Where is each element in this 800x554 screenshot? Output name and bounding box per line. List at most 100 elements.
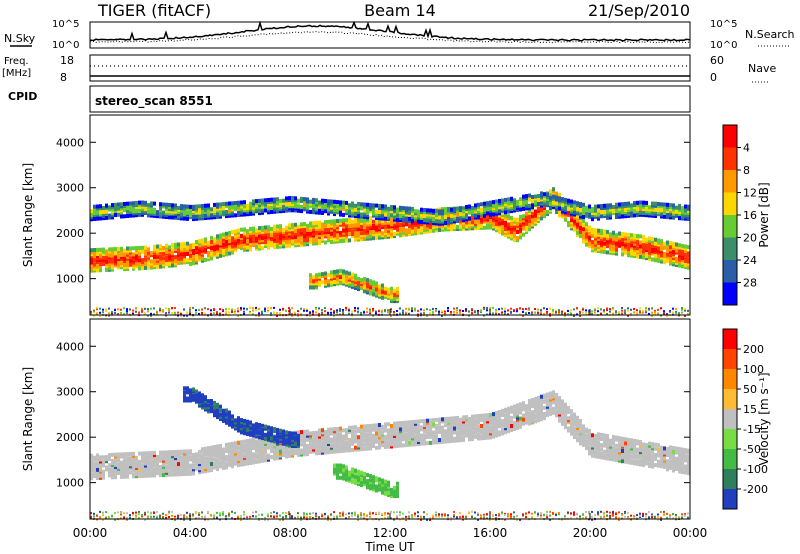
data-cell (123, 460, 126, 465)
data-cell (504, 214, 507, 219)
data-cell (246, 231, 249, 236)
data-cell (141, 307, 143, 310)
data-cell (162, 264, 165, 269)
data-cell (270, 210, 273, 214)
data-cell (462, 224, 465, 229)
data-cell (186, 516, 188, 519)
data-cell (576, 307, 578, 310)
data-cell (345, 200, 348, 205)
data-cell (195, 204, 198, 209)
data-cell (531, 216, 534, 221)
data-cell (372, 219, 375, 224)
data-cell (318, 241, 321, 246)
data-cell (561, 205, 564, 210)
data-cell (402, 311, 404, 314)
data-cell (111, 267, 114, 272)
data-cell (285, 229, 288, 234)
data-cell (270, 434, 273, 439)
data-cell (372, 236, 375, 241)
data-cell (300, 226, 303, 231)
data-cell (102, 518, 104, 521)
data-cell (681, 212, 684, 217)
data-cell (357, 231, 360, 236)
data-cell (684, 210, 687, 215)
data-cell (333, 219, 336, 224)
data-cell (663, 258, 666, 263)
data-cell (132, 201, 135, 206)
data-cell (417, 213, 420, 218)
data-cell (285, 446, 288, 451)
data-cell (90, 462, 93, 466)
data-cell (123, 466, 126, 471)
data-cell (645, 307, 647, 310)
data-cell (237, 242, 240, 247)
data-cell (621, 206, 624, 211)
data-cell (264, 454, 267, 459)
data-cell (435, 310, 437, 312)
data-cell (381, 216, 384, 221)
data-cell (489, 200, 492, 205)
data-cell (345, 224, 348, 229)
data-cell (525, 228, 528, 232)
data-cell (408, 223, 411, 228)
data-cell (132, 456, 135, 460)
data-cell (342, 200, 345, 205)
nsearch-tick-bottom: 10^0 (710, 40, 737, 51)
data-cell (222, 465, 225, 470)
data-cell (627, 203, 630, 208)
data-cell (150, 461, 153, 466)
data-cell (342, 232, 345, 237)
data-cell (279, 451, 282, 456)
data-cell (471, 309, 473, 312)
data-cell (258, 429, 261, 434)
data-cell (435, 221, 438, 226)
data-cell (309, 231, 312, 236)
data-cell (441, 207, 444, 212)
data-cell (528, 307, 530, 310)
data-cell (648, 246, 651, 251)
data-cell (432, 210, 435, 215)
data-cell (339, 309, 341, 312)
data-cell (300, 438, 303, 443)
data-cell (345, 226, 348, 231)
data-cell (255, 306, 257, 309)
data-cell (576, 222, 579, 227)
data-cell (309, 209, 312, 214)
nsky-frame (89, 21, 691, 49)
data-cell (156, 210, 159, 215)
data-cell (300, 230, 303, 235)
data-cell (129, 248, 132, 253)
data-cell (279, 439, 282, 443)
data-cell (309, 227, 312, 232)
data-cell (129, 514, 131, 517)
data-cell (384, 210, 387, 215)
data-cell (423, 214, 426, 219)
data-cell (99, 307, 101, 310)
y-tick-label: 2000 (56, 227, 84, 240)
data-cell (249, 237, 252, 242)
data-cell (237, 416, 240, 421)
data-cell (105, 255, 108, 260)
data-cell (156, 310, 158, 313)
data-cell (684, 204, 687, 209)
data-cell (657, 206, 660, 211)
data-cell (162, 309, 164, 312)
data-cell (285, 225, 288, 230)
data-cell (357, 287, 360, 292)
data-cell (315, 220, 318, 225)
data-cell (438, 219, 441, 224)
data-cell (276, 207, 279, 212)
data-cell (252, 309, 254, 312)
data-cell (597, 214, 600, 219)
data-cell (147, 205, 150, 210)
data-cell (162, 458, 165, 463)
data-cell (528, 213, 531, 217)
data-cell (192, 206, 195, 211)
data-cell (255, 422, 258, 427)
data-cell (132, 511, 134, 514)
data-cell (144, 457, 147, 462)
data-cell (126, 203, 129, 208)
data-cell (342, 206, 345, 211)
data-cell (120, 253, 123, 257)
data-cell (183, 449, 186, 454)
